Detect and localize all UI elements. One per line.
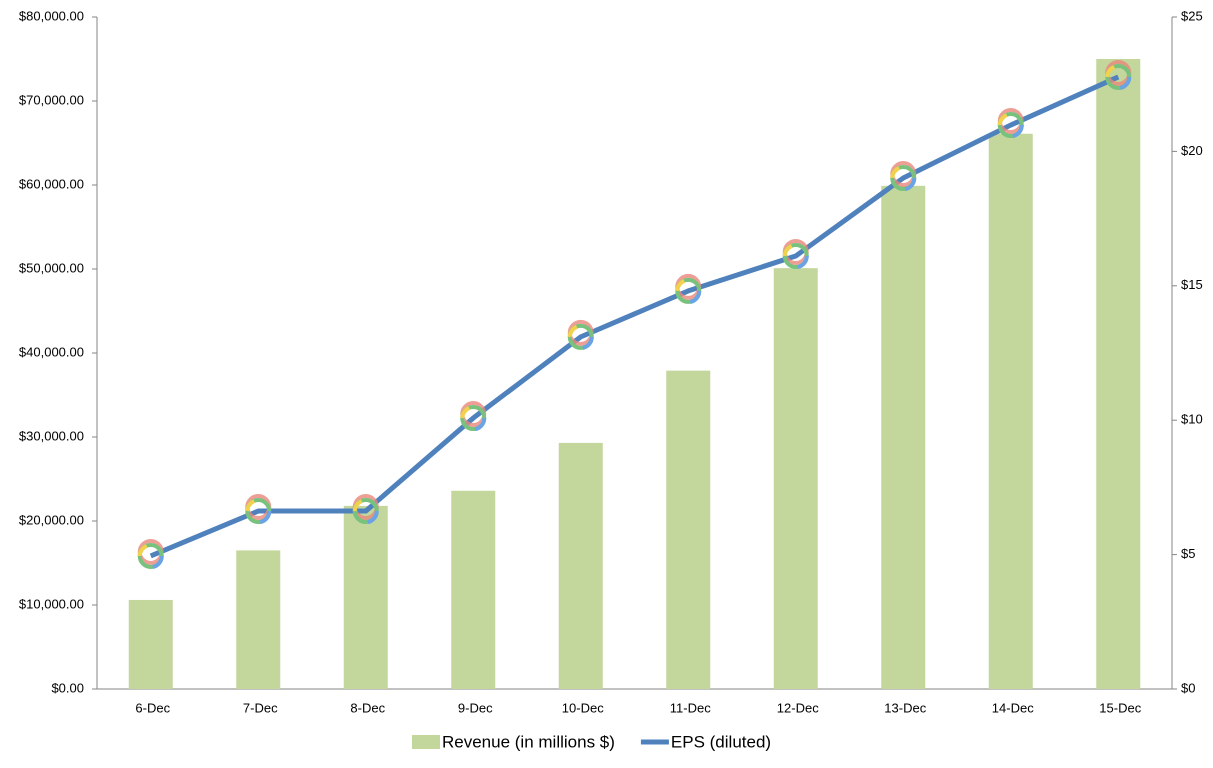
y2-tick-label: $5 (1181, 546, 1195, 561)
bar (343, 505, 388, 689)
marker (460, 401, 487, 432)
x-tick-label: 11-Dec (670, 700, 711, 715)
marker-arc (460, 406, 471, 419)
y2-tick-label: $20 (1181, 143, 1203, 158)
marker-arc (152, 555, 164, 569)
marker (245, 494, 272, 525)
legend-swatch (412, 735, 440, 749)
y-tick-label: $40,000.00 (19, 344, 84, 359)
x-tick-label: 7-Dec (243, 700, 278, 715)
bar (236, 550, 281, 689)
y-tick-label: $60,000.00 (19, 176, 84, 191)
x-tick-label: 12-Dec (777, 700, 819, 715)
marker (352, 494, 379, 525)
marker (675, 273, 702, 304)
marker-arc (675, 279, 686, 292)
x-tick-label: 14-Dec (992, 700, 1034, 715)
x-tick-label: 9-Dec (458, 700, 493, 715)
marker-arc (137, 544, 148, 557)
marker (997, 108, 1024, 139)
marker-arc (904, 177, 917, 191)
marker-arc (1119, 76, 1132, 90)
marker-arc (1105, 65, 1116, 78)
marker-arc (797, 255, 809, 269)
y2-tick-label: $10 (1181, 412, 1203, 427)
y2-tick-label: $15 (1181, 277, 1203, 292)
marker-arc (474, 417, 487, 432)
marker-arc (582, 336, 594, 350)
marker-arc (367, 510, 379, 525)
y-tick-label: $80,000.00 (19, 8, 84, 23)
x-tick-label: 8-Dec (350, 700, 385, 715)
legend-label: EPS (diluted) (671, 732, 771, 751)
bar (773, 268, 818, 689)
marker-arc (997, 113, 1008, 126)
marker-arc (259, 510, 272, 525)
marker (137, 538, 164, 569)
marker-arc (890, 166, 901, 179)
x-tick-label: 6-Dec (135, 700, 170, 715)
legend-label: Revenue (in millions $) (442, 732, 615, 751)
x-tick-label: 15-Dec (1099, 700, 1141, 715)
y-tick-label: $0.00 (51, 680, 84, 695)
y-tick-label: $10,000.00 (19, 596, 84, 611)
bar (881, 185, 926, 689)
y-tick-label: $20,000.00 (19, 512, 84, 527)
marker (782, 238, 809, 269)
marker (890, 161, 917, 192)
y2-tick-label: $25 (1181, 8, 1203, 23)
marker-arc (567, 325, 578, 338)
bar (1096, 59, 1141, 689)
marker-arc (782, 244, 793, 257)
bar (451, 490, 496, 689)
x-tick-label: 10-Dec (562, 700, 604, 715)
legend: Revenue (in millions $) EPS (diluted) (412, 732, 771, 751)
bar (558, 442, 603, 689)
x-tick-label: 13-Dec (884, 700, 926, 715)
marker (567, 319, 594, 350)
marker (1105, 59, 1132, 90)
y-tick-label: $70,000.00 (19, 92, 84, 107)
marker-arc (352, 499, 363, 512)
bar (666, 370, 711, 689)
y2-tick-label: $0 (1181, 680, 1195, 695)
marker-arc (689, 290, 702, 304)
marker-arc (245, 499, 256, 512)
y-tick-label: $30,000.00 (19, 428, 84, 443)
bar (128, 599, 173, 689)
y-tick-label: $50,000.00 (19, 260, 84, 275)
line (149, 74, 1120, 559)
marker-arc (1012, 124, 1024, 139)
bar (988, 133, 1033, 689)
